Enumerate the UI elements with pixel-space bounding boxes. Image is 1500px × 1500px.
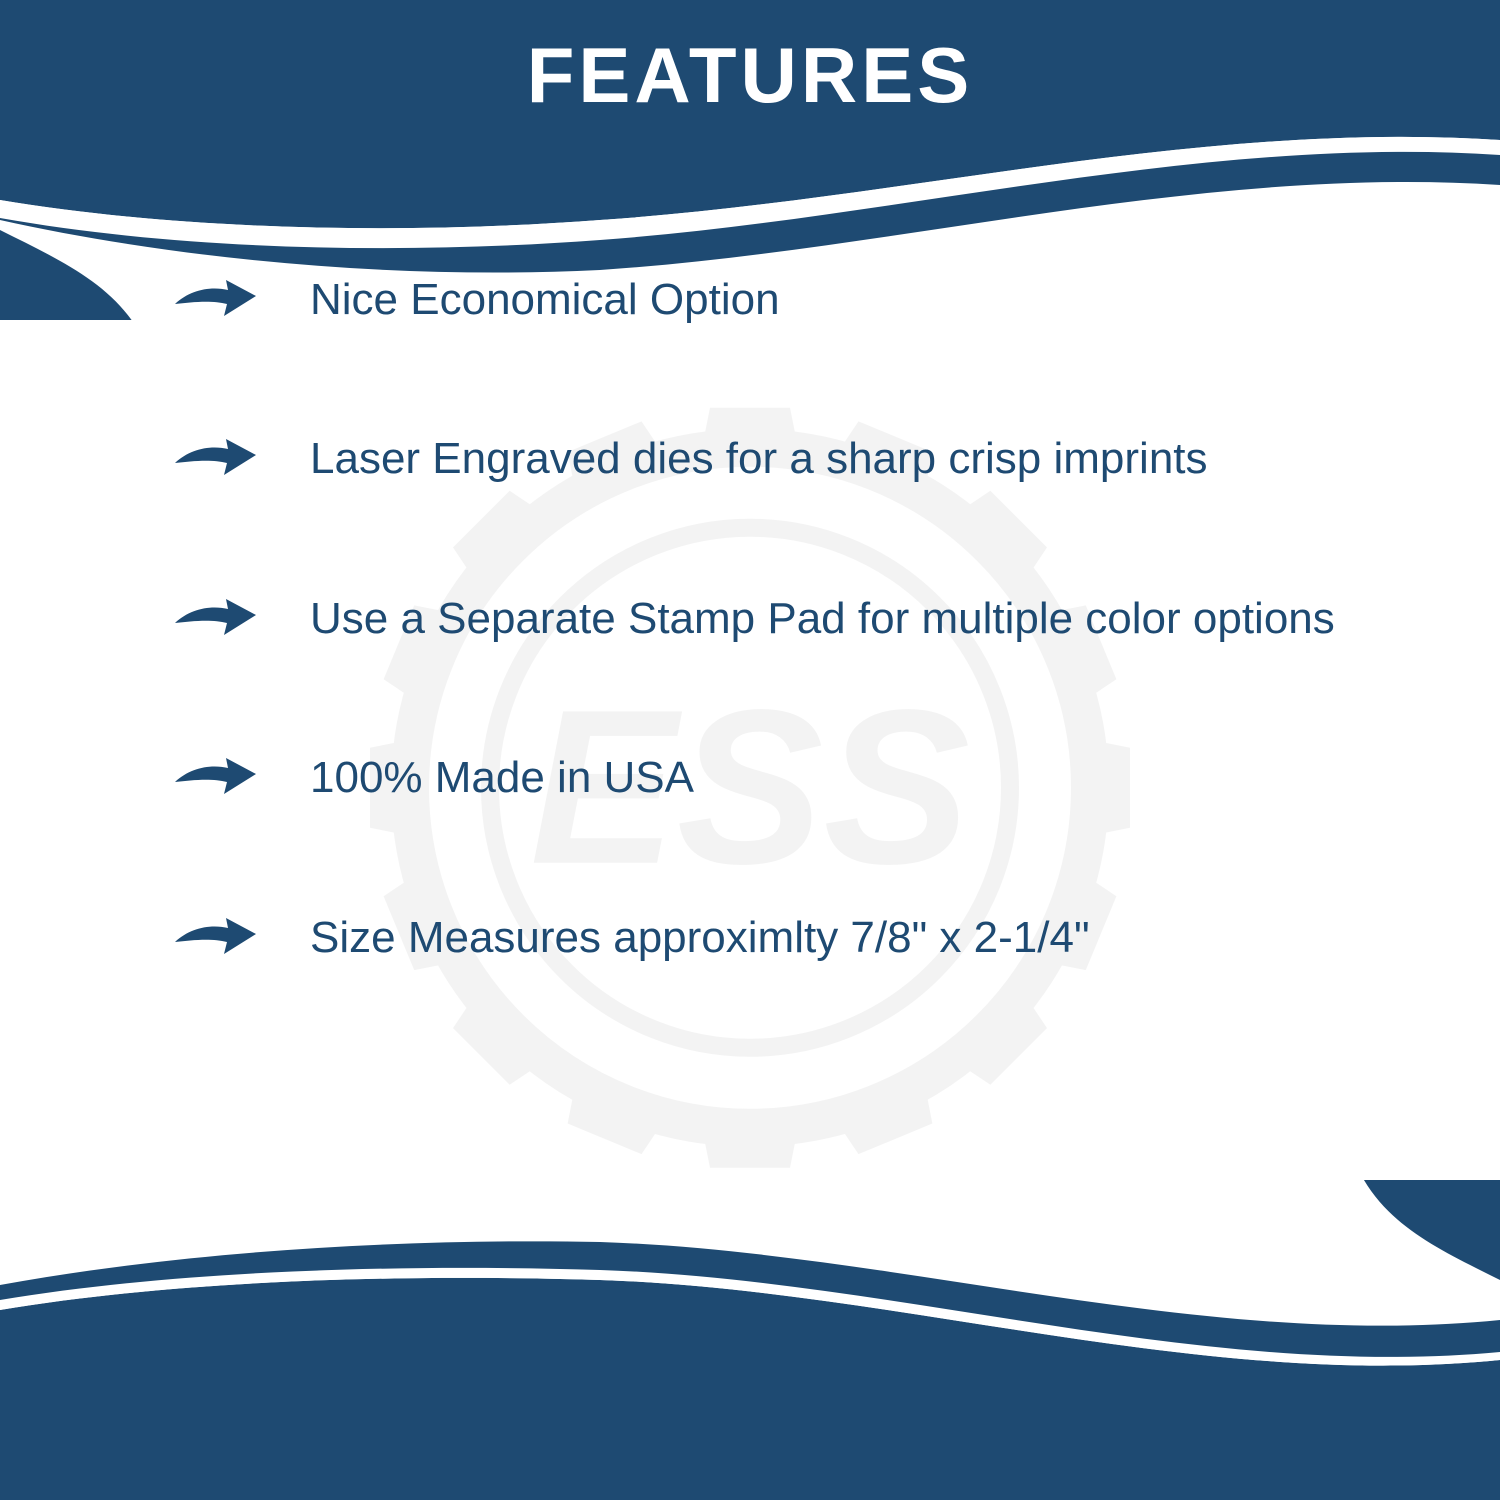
arrow-icon [170, 914, 260, 961]
arrow-icon [170, 435, 260, 482]
feature-text: Nice Economical Option [310, 270, 780, 329]
page-title: FEATURES [0, 30, 1500, 121]
arrow-icon [170, 754, 260, 801]
feature-item: 100% Made in USA [170, 748, 1370, 807]
feature-item: Nice Economical Option [170, 270, 1370, 329]
feature-text: Laser Engraved dies for a sharp crisp im… [310, 429, 1208, 488]
feature-item: Size Measures approximlty 7/8" x 2-1/4" [170, 908, 1370, 967]
feature-item: Laser Engraved dies for a sharp crisp im… [170, 429, 1370, 488]
arrow-icon [170, 595, 260, 642]
feature-text: 100% Made in USA [310, 748, 694, 807]
feature-item: Use a Separate Stamp Pad for multiple co… [170, 589, 1370, 648]
feature-text: Size Measures approximlty 7/8" x 2-1/4" [310, 908, 1090, 967]
arrow-icon [170, 276, 260, 323]
footer-wave-graphic [0, 1180, 1500, 1500]
feature-text: Use a Separate Stamp Pad for multiple co… [310, 589, 1335, 648]
footer-band [0, 1240, 1500, 1500]
features-list: Nice Economical Option Laser Engraved di… [170, 270, 1370, 1067]
